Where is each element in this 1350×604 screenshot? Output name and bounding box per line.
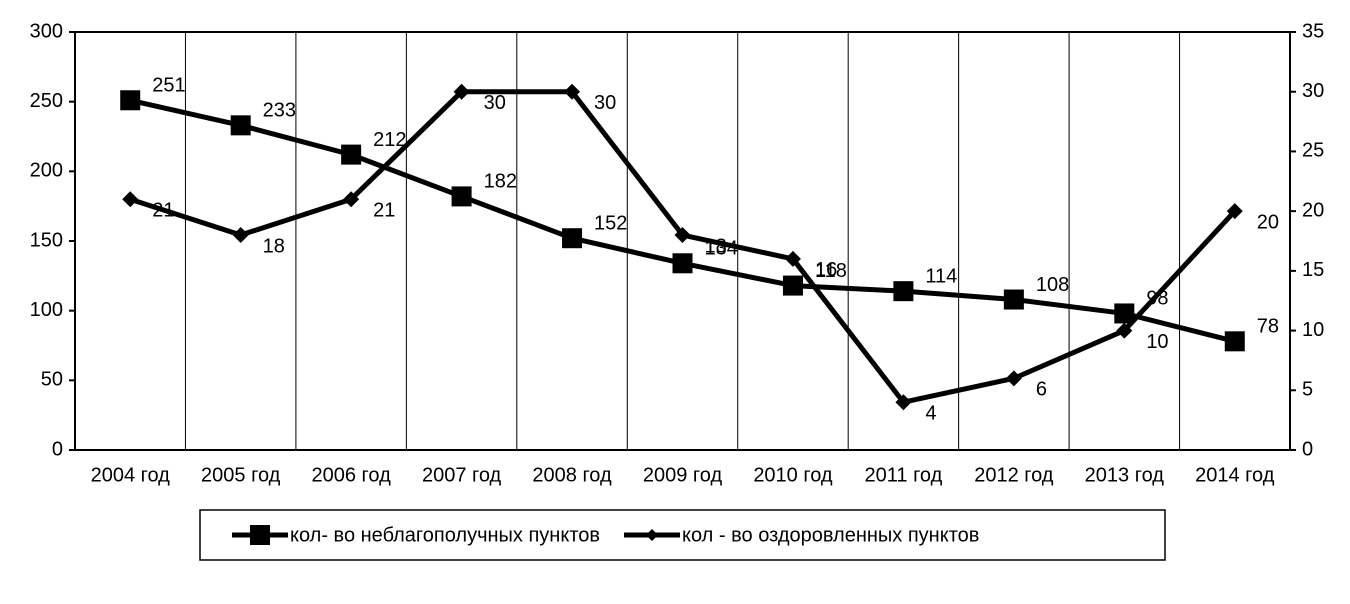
data-label: 182 (484, 171, 517, 193)
data-label: 10 (1146, 331, 1168, 353)
marker-diamond (1116, 322, 1133, 339)
data-label: 16 (815, 259, 837, 281)
data-label: 6 (1036, 379, 1047, 401)
marker-diamond (122, 191, 139, 208)
marker-diamond (674, 227, 691, 244)
data-label: 152 (594, 212, 627, 234)
y-tick-label: 300 (30, 20, 63, 42)
legend-label: кол- во неблагополучных пунктов (290, 524, 600, 546)
marker-square (451, 186, 472, 207)
data-label: 4 (925, 403, 936, 425)
data-label: 78 (1257, 316, 1279, 338)
marker-diamond (232, 227, 249, 244)
data-label: 233 (263, 100, 296, 122)
y2-tick-label: 25 (1302, 140, 1324, 162)
x-tick-label: 2007 год (422, 464, 502, 486)
plot-frame (74, 31, 1291, 451)
data-label: 30 (484, 92, 506, 114)
y2-tick-label: 10 (1302, 319, 1324, 341)
y-tick-label: 100 (30, 299, 63, 321)
y2-tick-label: 0 (1302, 438, 1313, 460)
legend-box (199, 509, 1166, 561)
y2-tick-label: 20 (1302, 199, 1324, 221)
marker-diamond (453, 83, 470, 100)
y-tick-label: 50 (41, 369, 63, 391)
data-label: 251 (152, 75, 185, 97)
data-label: 114 (925, 265, 957, 287)
x-tick-label: 2008 год (532, 464, 612, 486)
marker-diamond (646, 529, 659, 541)
data-label: 18 (263, 235, 285, 257)
marker-square (672, 253, 693, 274)
marker-diamond (1226, 203, 1243, 220)
marker-square (1114, 303, 1135, 324)
data-label: 212 (373, 129, 406, 151)
data-label: 108 (1036, 274, 1069, 296)
x-tick-label: 2012 год (974, 464, 1054, 486)
y2-tick-label: 30 (1302, 80, 1324, 102)
data-label: 21 (373, 199, 395, 221)
x-tick-label: 2011 год (865, 464, 943, 486)
x-tick-label: 2010 год (753, 464, 833, 486)
marker-diamond (1005, 370, 1022, 387)
data-label: 21 (152, 199, 174, 221)
marker-diamond (564, 83, 581, 100)
x-tick-label: 2014 год (1195, 464, 1275, 486)
legend-label: кол - во оздоровленных пунктов (682, 524, 979, 546)
marker-square (893, 281, 914, 302)
marker-square (120, 90, 141, 111)
x-tick-label: 2005 год (201, 464, 281, 486)
data-label: 18 (705, 235, 727, 257)
marker-square (782, 275, 803, 296)
y2-tick-label: 35 (1302, 20, 1324, 42)
x-tick-label: 2009 год (643, 464, 723, 486)
y-tick-label: 200 (30, 160, 63, 182)
marker-square (1003, 289, 1024, 310)
marker-square (562, 228, 583, 249)
y-tick-label: 0 (52, 438, 63, 460)
marker-square (1224, 331, 1245, 352)
x-tick-label: 2013 год (1085, 464, 1165, 486)
y-tick-label: 250 (30, 90, 63, 112)
x-tick-label: 2006 год (312, 464, 392, 486)
x-tick-label: 2004 год (91, 464, 171, 486)
data-label: 30 (594, 92, 616, 114)
marker-square (250, 525, 270, 545)
marker-square (341, 144, 362, 165)
y2-tick-label: 15 (1302, 259, 1324, 281)
marker-square (230, 115, 251, 136)
marker-diamond (343, 191, 360, 208)
data-label: 118 (815, 260, 847, 282)
data-label: 20 (1257, 211, 1279, 233)
marker-diamond (784, 250, 801, 267)
y-tick-label: 150 (30, 229, 63, 251)
marker-diamond (895, 394, 912, 411)
y2-tick-label: 5 (1302, 379, 1313, 401)
